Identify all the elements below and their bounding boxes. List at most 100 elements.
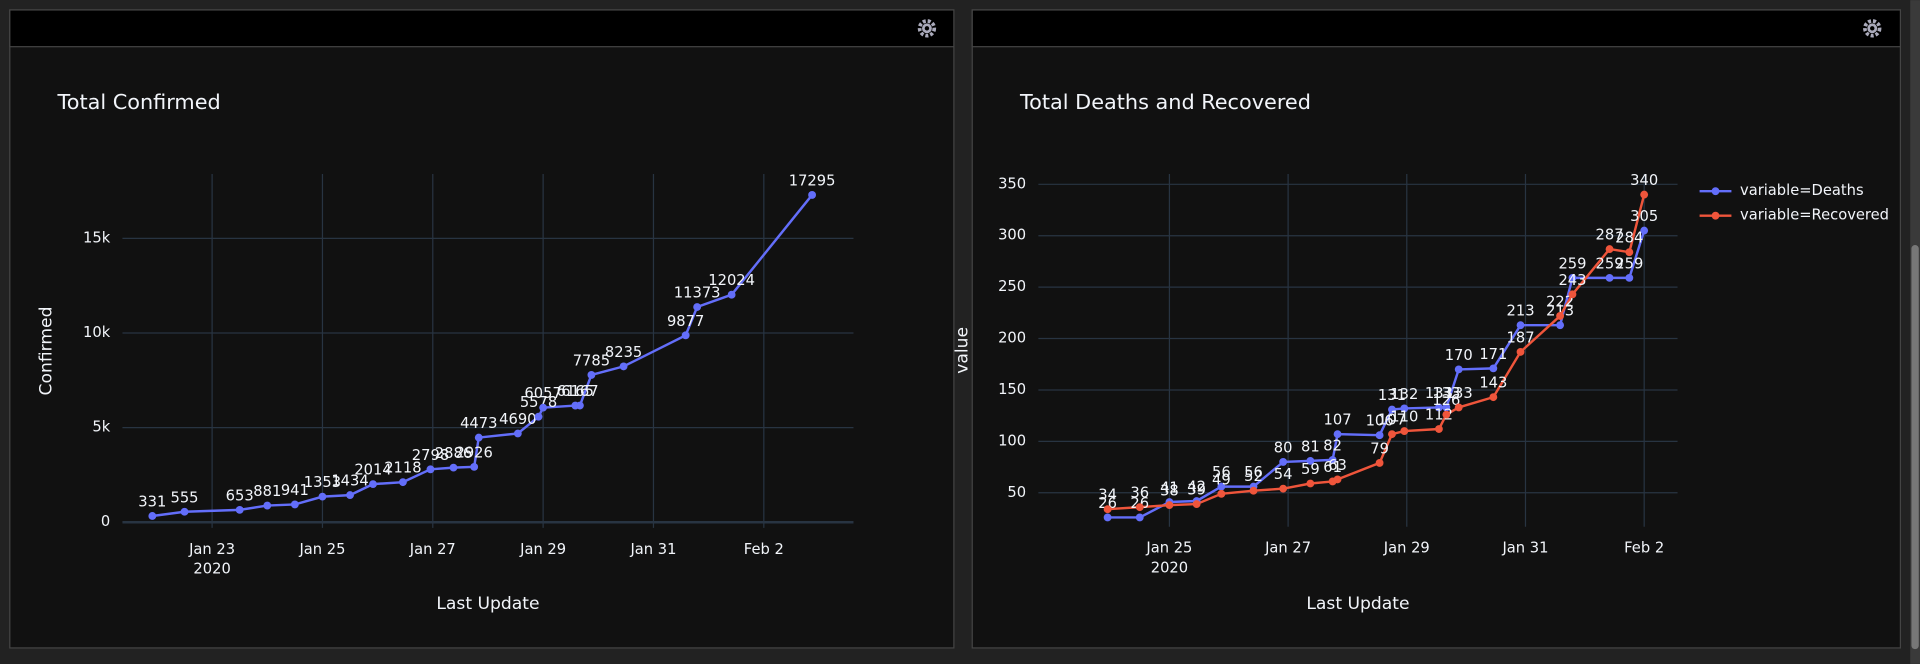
data-point	[1135, 513, 1144, 522]
x-tick-label: Jan 31	[1501, 540, 1548, 557]
data-label: 54	[1274, 466, 1293, 483]
y-tick-label: 0	[101, 513, 110, 530]
data-label: 5578	[520, 394, 557, 411]
data-point	[1375, 431, 1384, 440]
data-label: 243	[1558, 272, 1586, 289]
data-point	[1103, 513, 1112, 522]
scrollbar-thumb[interactable]	[1911, 245, 1919, 650]
data-label: 1353	[304, 474, 341, 491]
data-label: 42	[1187, 479, 1206, 496]
data-label: 63	[1328, 457, 1347, 474]
data-label: 340	[1630, 172, 1658, 189]
data-label: 1434	[331, 473, 368, 490]
data-point	[693, 303, 702, 311]
y-tick-label: 5k	[92, 419, 110, 436]
data-label: 259	[1596, 255, 1624, 272]
data-label: 2926	[455, 444, 492, 461]
panel-body	[971, 9, 1902, 649]
panel	[9, 9, 955, 649]
data-label: 259	[1558, 255, 1586, 272]
y-tick-label: 350	[998, 175, 1026, 192]
data-point	[1556, 312, 1565, 320]
data-point	[619, 362, 628, 371]
data-point	[1192, 500, 1201, 508]
data-label: 6167	[561, 383, 598, 400]
data-label: 26	[1098, 495, 1117, 512]
charts: Total Confirmed Last Update Confirmed 0 5k 10…	[37, 90, 1889, 614]
legend-marker	[1711, 211, 1720, 220]
x-tick-label: Jan 27	[409, 541, 456, 558]
data-label: 2886	[435, 445, 472, 462]
data-label: 287	[1596, 227, 1624, 244]
data-label: 12024	[708, 272, 755, 289]
data-label: 6165	[557, 383, 594, 400]
data-point	[449, 463, 458, 472]
data-label: 941	[281, 482, 309, 499]
data-label: 4690	[499, 411, 536, 428]
y-axis-title: Confirmed	[37, 307, 57, 396]
data-label: 4473	[460, 415, 497, 432]
data-label: 331	[138, 494, 166, 511]
settings-icon[interactable]	[1863, 19, 1882, 38]
data-point	[1165, 501, 1174, 510]
data-point	[235, 505, 244, 514]
data-label: 38	[1160, 483, 1179, 500]
data-label: 61	[1323, 459, 1342, 476]
data-point	[1640, 190, 1649, 199]
data-point	[1328, 455, 1337, 464]
data-label: 133	[1432, 385, 1460, 402]
legend-label: variable=Recovered	[1740, 207, 1889, 224]
data-label: 133	[1425, 385, 1453, 402]
chart-title: Total Confirmed	[57, 90, 221, 114]
data-label: 41	[1160, 480, 1179, 497]
data-label: 284	[1615, 230, 1643, 247]
data-point	[1388, 405, 1396, 414]
data-point	[1568, 290, 1577, 299]
data-point	[1640, 226, 1649, 235]
y-tick-label: 300	[998, 227, 1026, 244]
data-point	[398, 478, 407, 487]
y-tick-label: 250	[998, 278, 1026, 295]
data-label: 80	[1274, 439, 1293, 456]
y-tick-label: 100	[998, 432, 1026, 449]
x-tick-label: Jan 31	[629, 541, 676, 558]
data-label: 133	[1445, 385, 1473, 402]
data-label: 555	[170, 489, 198, 506]
data-point	[513, 429, 522, 438]
data-point	[808, 191, 817, 199]
data-label: 143	[1479, 375, 1507, 392]
data-label: 171	[1479, 346, 1507, 363]
data-point	[1135, 503, 1144, 512]
data-point	[263, 501, 272, 510]
data-label: 187	[1507, 329, 1535, 346]
data-point	[1442, 403, 1451, 412]
legend-label: variable=Deaths	[1740, 182, 1864, 199]
data-point	[148, 512, 157, 520]
data-point	[1306, 456, 1315, 465]
data-point	[180, 507, 189, 516]
data-point	[1556, 321, 1565, 330]
data-label: 6057	[524, 385, 561, 402]
data-point	[1279, 458, 1288, 466]
x-tick-label: Jan 25	[1145, 540, 1192, 557]
data-point	[1400, 404, 1409, 413]
data-point	[534, 412, 543, 421]
data-label: 11373	[674, 285, 721, 302]
chart-title: Total Deaths and Recovered	[1019, 90, 1311, 114]
data-point	[1489, 393, 1498, 402]
settings-icon[interactable]	[917, 19, 937, 38]
data-point	[1217, 482, 1226, 491]
data-label: 107	[1378, 412, 1406, 429]
y-axis-title: value	[952, 327, 972, 374]
legend-marker	[1711, 187, 1720, 196]
data-label: 170	[1445, 347, 1473, 364]
data-point	[1435, 425, 1443, 433]
data-label: 126	[1432, 392, 1460, 409]
data-label: 106	[1366, 413, 1394, 430]
x-tick-label: Jan 27	[1264, 540, 1311, 557]
data-label: 213	[1507, 303, 1535, 320]
data-point	[426, 465, 435, 474]
data-point	[575, 401, 584, 410]
data-point	[470, 462, 479, 471]
